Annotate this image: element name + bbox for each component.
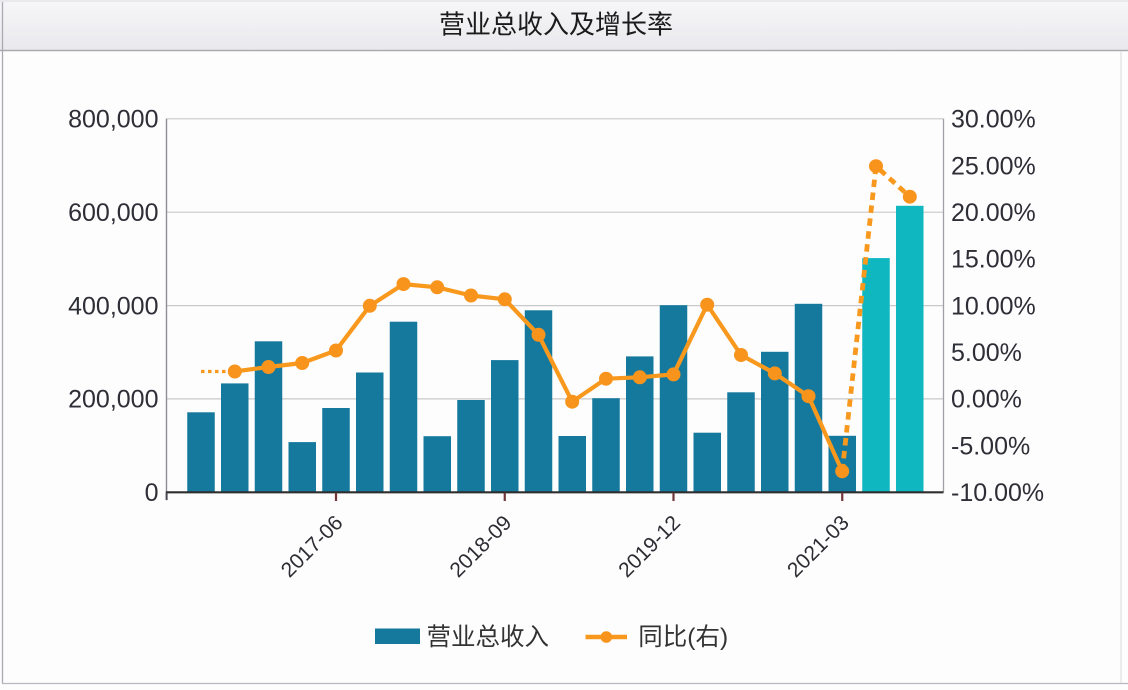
svg-text:10.00%: 10.00% (951, 292, 1036, 320)
svg-text:-5.00%: -5.00% (951, 432, 1030, 460)
svg-text:200,000: 200,000 (68, 386, 158, 414)
svg-text:-10.00%: -10.00% (951, 479, 1044, 507)
svg-text:15.00%: 15.00% (951, 246, 1036, 274)
svg-text:800,000: 800,000 (68, 106, 158, 134)
svg-text:营业总收入及增长率: 营业总收入及增长率 (439, 10, 673, 40)
svg-text:400,000: 400,000 (68, 292, 158, 320)
svg-text:20.00%: 20.00% (951, 199, 1036, 227)
svg-text:5.00%: 5.00% (951, 339, 1022, 367)
svg-text:营业总收入: 营业总收入 (427, 623, 550, 651)
svg-text:0: 0 (145, 479, 159, 507)
svg-text:600,000: 600,000 (68, 199, 158, 227)
svg-text:25.00%: 25.00% (951, 152, 1036, 180)
svg-text:0.00%: 0.00% (951, 386, 1022, 414)
svg-text:30.00%: 30.00% (951, 106, 1036, 134)
svg-text:同比(右): 同比(右) (638, 623, 728, 651)
